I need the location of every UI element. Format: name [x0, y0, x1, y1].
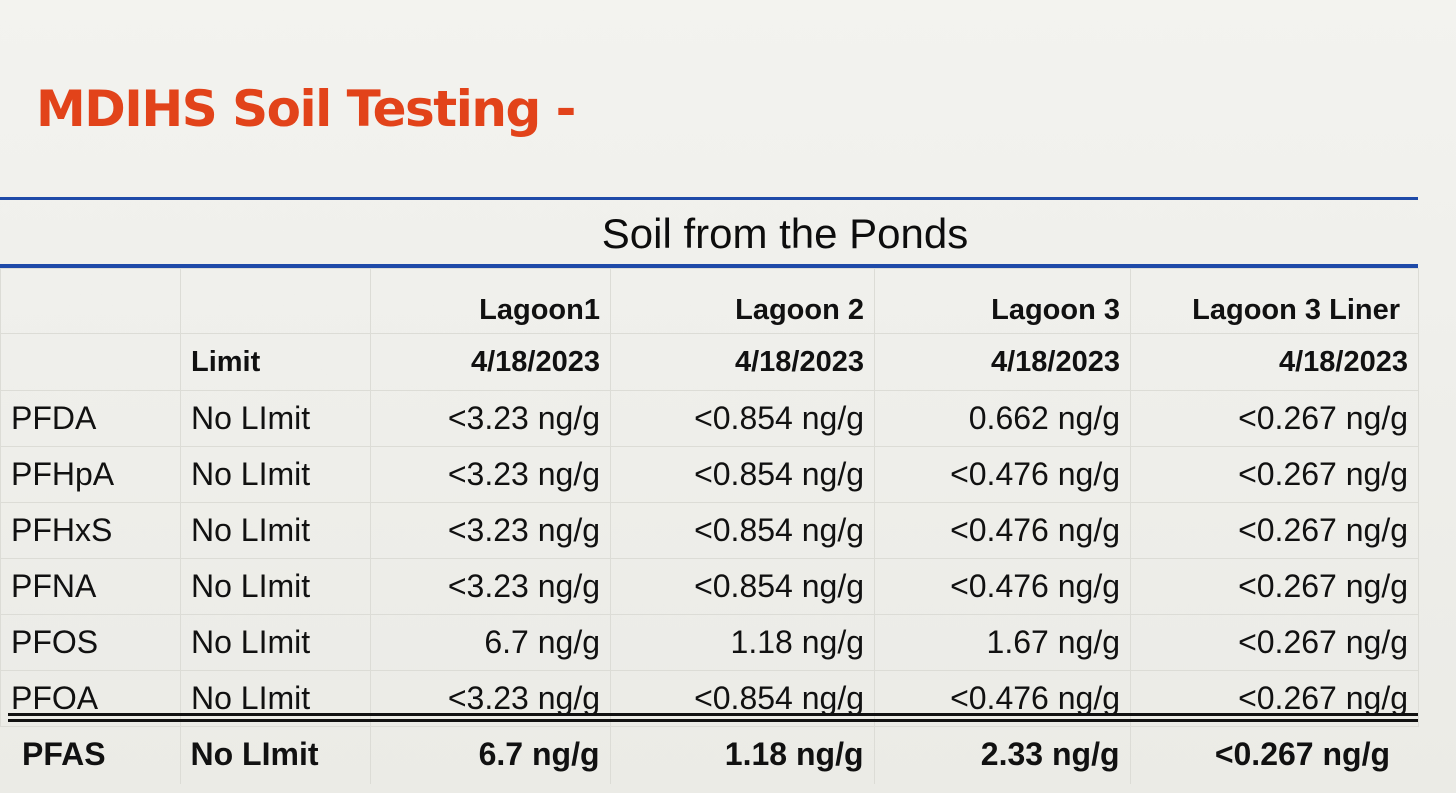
value-cell: <0.267 ng/g — [1130, 390, 1419, 447]
value-cell: <0.476 ng/g — [874, 558, 1131, 615]
results-table-wrap: Lagoon1 Lagoon 2 Lagoon 3 Lagoon 3 Liner… — [0, 268, 1419, 727]
page-title: MDIHS Soil Testing - — [36, 80, 576, 138]
column-date-lagoon1: 4/18/2023 — [370, 333, 611, 391]
value-cell: <0.476 ng/g — [874, 502, 1131, 559]
limit-cell: No LImit — [180, 446, 371, 503]
header-rule-top — [0, 197, 1418, 200]
column-date-lagoon3: 4/18/2023 — [874, 333, 1131, 391]
value-cell: <3.23 ng/g — [370, 446, 611, 503]
table-row: PFDA No LImit <3.23 ng/g <0.854 ng/g 0.6… — [0, 390, 1419, 447]
header-rule-bottom — [0, 264, 1418, 268]
value-cell: <0.267 ng/g — [1130, 502, 1419, 559]
table-row: PFNA No LImit <3.23 ng/g <0.854 ng/g <0.… — [0, 558, 1419, 615]
section-title: Soil from the Ponds — [601, 210, 969, 257]
total-divider-line — [8, 713, 1418, 716]
results-table: Lagoon1 Lagoon 2 Lagoon 3 Lagoon 3 Liner… — [0, 268, 1419, 727]
total-row: PFAS No LImit 6.7 ng/g 1.18 ng/g 2.33 ng… — [0, 724, 1418, 784]
total-value-cell: 6.7 ng/g — [369, 724, 610, 784]
column-header-lagoon3: Lagoon 3 — [874, 268, 1131, 334]
value-cell: <0.854 ng/g — [610, 558, 875, 615]
value-cell: <3.23 ng/g — [370, 502, 611, 559]
analyte-cell: PFOA — [0, 670, 181, 727]
total-analyte-cell: PFAS — [22, 735, 106, 772]
total-value-cell: 2.33 ng/g — [873, 724, 1130, 784]
table-row: PFOS No LImit 6.7 ng/g 1.18 ng/g 1.67 ng… — [0, 614, 1419, 671]
analyte-cell: PFNA — [0, 558, 181, 615]
value-cell: <0.476 ng/g — [874, 446, 1131, 503]
empty-header-cell — [180, 268, 371, 334]
limit-cell: No LImit — [180, 390, 371, 447]
column-header-lagoon2: Lagoon 2 — [610, 268, 875, 334]
limit-cell: No LImit — [180, 502, 371, 559]
value-cell: 1.67 ng/g — [874, 614, 1131, 671]
table-row: PFOA No LImit <3.23 ng/g <0.854 ng/g <0.… — [0, 670, 1419, 727]
table-row: PFHxS No LImit <3.23 ng/g <0.854 ng/g <0… — [0, 502, 1419, 559]
analyte-cell: PFOS — [0, 614, 181, 671]
value-cell: <3.23 ng/g — [370, 670, 611, 727]
analyte-cell: PFDA — [0, 390, 181, 447]
total-divider-line — [8, 719, 1418, 722]
table-row: PFHpA No LImit <3.23 ng/g <0.854 ng/g <0… — [0, 446, 1419, 503]
limit-cell: No LImit — [180, 670, 371, 727]
total-row-table: PFAS No LImit 6.7 ng/g 1.18 ng/g 2.33 ng… — [0, 724, 1418, 784]
column-header-lagoon1: Lagoon1 — [370, 268, 611, 334]
value-cell: <3.23 ng/g — [370, 558, 611, 615]
empty-header-cell — [0, 268, 181, 334]
column-header-lagoon3-liner: Lagoon 3 Liner — [1130, 268, 1419, 334]
value-cell: 0.662 ng/g — [874, 390, 1131, 447]
limit-header: Limit — [180, 333, 371, 391]
value-cell: <0.267 ng/g — [1130, 446, 1419, 503]
analyte-cell: PFHxS — [0, 502, 181, 559]
value-cell: <3.23 ng/g — [370, 390, 611, 447]
column-date-lagoon3-liner: 4/18/2023 — [1130, 333, 1419, 391]
column-name-row: Lagoon1 Lagoon 2 Lagoon 3 Lagoon 3 Liner — [0, 268, 1419, 334]
total-value-cell: 1.18 ng/g — [609, 724, 874, 784]
value-cell: <0.267 ng/g — [1130, 614, 1419, 671]
column-date-row: Limit 4/18/2023 4/18/2023 4/18/2023 4/18… — [0, 333, 1419, 391]
value-cell: <0.854 ng/g — [610, 502, 875, 559]
limit-cell: No LImit — [180, 614, 371, 671]
value-cell: 1.18 ng/g — [610, 614, 875, 671]
limit-cell: No LImit — [180, 558, 371, 615]
empty-header-cell — [0, 333, 181, 391]
value-cell: <0.854 ng/g — [610, 390, 875, 447]
value-cell: <0.854 ng/g — [610, 446, 875, 503]
total-value-cell: <0.267 ng/g — [1129, 724, 1418, 784]
analyte-cell: PFHpA — [0, 446, 181, 503]
column-date-lagoon2: 4/18/2023 — [610, 333, 875, 391]
value-cell: 6.7 ng/g — [370, 614, 611, 671]
value-cell: <0.267 ng/g — [1130, 558, 1419, 615]
total-limit-cell: No LImit — [179, 724, 370, 784]
